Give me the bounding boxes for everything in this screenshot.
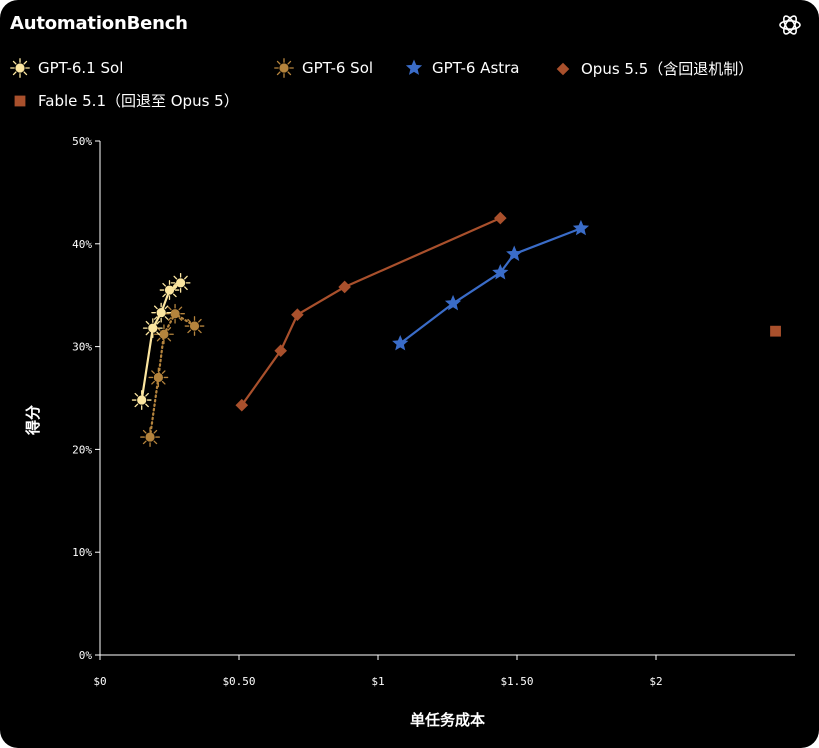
series-1-point[interactable]	[148, 367, 169, 388]
y-tick-label: 0%	[79, 649, 93, 662]
series-1-point[interactable]	[140, 427, 160, 447]
series-2-point[interactable]	[444, 294, 462, 311]
x-tick-label: $0	[93, 675, 106, 688]
legend-marker	[14, 95, 26, 106]
x-axis-title: 单任务成本	[410, 711, 485, 729]
x-tick-label: $2	[649, 675, 662, 688]
series-2-line	[399, 227, 582, 345]
series-3-point[interactable]	[274, 344, 287, 358]
legend-label: GPT-6 Sol	[302, 59, 374, 77]
x-tick-label: $0.50	[222, 675, 255, 688]
y-axis-title: 得分	[24, 405, 42, 436]
y-tick-label: 50%	[72, 135, 92, 148]
series-2-point[interactable]	[492, 264, 509, 280]
series-2-point[interactable]	[506, 245, 523, 261]
legend-label: Opus 5.5（含回退机制）	[581, 60, 754, 78]
legend-label: GPT-6 Astra	[432, 59, 520, 77]
series-0-line	[140, 281, 182, 401]
legend-marker	[274, 58, 294, 78]
legend-item[interactable]: GPT-6.1 Sol	[10, 58, 123, 78]
series-3-point[interactable]	[494, 211, 507, 225]
series-2-point[interactable]	[572, 219, 590, 236]
series-1-point[interactable]	[154, 324, 174, 345]
legend-label: GPT-6.1 Sol	[38, 59, 124, 77]
legend-marker-icon	[10, 58, 30, 78]
legend-item[interactable]: Fable 5.1（回退至 Opus 5）	[10, 90, 239, 111]
legend-item[interactable]: GPT-6 Astra	[404, 58, 520, 78]
series-4	[770, 325, 781, 337]
legend-marker-icon	[556, 62, 570, 75]
series-1-point[interactable]	[165, 303, 185, 324]
series-2-point[interactable]	[392, 334, 409, 351]
series-0-point[interactable]	[131, 390, 152, 410]
legend-item[interactable]: Opus 5.5（含回退机制）	[553, 58, 753, 79]
series-3-point[interactable]	[291, 308, 304, 322]
series-3-point[interactable]	[338, 280, 351, 294]
y-tick-label: 10%	[72, 546, 92, 559]
y-tick-label: 40%	[72, 238, 92, 251]
series-0-point[interactable]	[170, 272, 191, 293]
series-0-point[interactable]	[151, 302, 172, 323]
series-0	[131, 272, 191, 410]
series-2	[392, 219, 590, 351]
legend-marker	[405, 59, 423, 75]
y-tick-label: 30%	[72, 341, 92, 354]
x-tick-label: $1	[371, 675, 384, 688]
openai-logo-icon	[779, 15, 801, 35]
legend-label: Fable 5.1（回退至 Opus 5）	[38, 92, 239, 110]
legend-item[interactable]: GPT-6 Sol	[274, 58, 373, 78]
series-0-point[interactable]	[142, 318, 163, 338]
series-3-line	[240, 217, 501, 406]
series-1	[140, 303, 205, 447]
legend-marker-icon	[405, 59, 423, 75]
x-tick-label: $1.50	[500, 675, 533, 688]
y-tick-label: 20%	[72, 443, 92, 456]
series-1-point[interactable]	[184, 316, 205, 336]
legend-marker-icon	[274, 58, 294, 78]
series-3	[235, 211, 507, 412]
series-0-point[interactable]	[159, 280, 180, 300]
legend-marker-icon	[14, 95, 26, 106]
legend-marker	[10, 58, 30, 78]
series-4-point[interactable]	[770, 325, 781, 337]
chart-title: AutomationBench	[10, 13, 188, 34]
series-3-point[interactable]	[235, 398, 249, 412]
